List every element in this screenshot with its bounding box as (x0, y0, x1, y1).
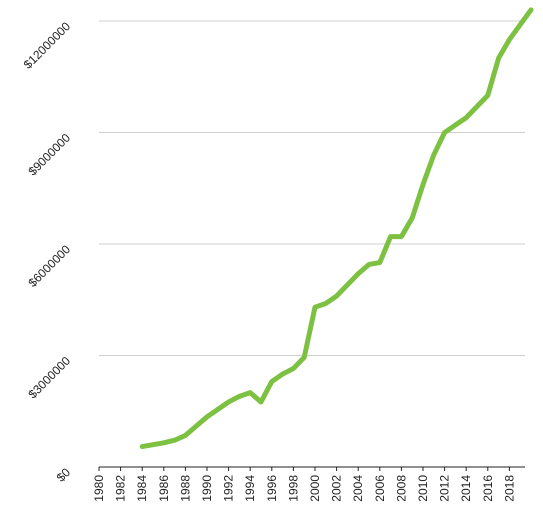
y-tick-label: $6000000 (25, 242, 73, 290)
x-tick-label: 2006 (373, 475, 387, 502)
x-tick-label: 1992 (222, 475, 236, 502)
y-tick-label: $0 (54, 465, 74, 485)
x-tick-label: 2018 (502, 475, 516, 502)
x-tick-label: 2014 (459, 475, 473, 502)
x-tick-label: 1998 (286, 475, 300, 502)
x-tick-label: 1990 (200, 475, 214, 502)
x-tick-label: 2012 (438, 475, 452, 502)
x-tick-label: 2004 (351, 475, 365, 502)
x-tick-label: 2008 (394, 475, 408, 502)
x-tick-label: 1982 (114, 475, 128, 502)
y-tick-label: $12000000 (21, 19, 74, 72)
x-tick-label: 2002 (330, 475, 344, 502)
x-tick-label: 1980 (92, 475, 106, 502)
y-tick-label: $3000000 (25, 353, 73, 401)
x-tick-label: 1994 (243, 475, 257, 502)
x-tick-label: 1988 (178, 475, 192, 502)
x-tick-label: 2010 (416, 475, 430, 502)
x-tick-label: 2000 (308, 475, 322, 502)
x-tick-label: 1984 (135, 475, 149, 502)
x-tick-label: 2016 (481, 475, 495, 502)
y-tick-label: $9000000 (25, 130, 73, 178)
x-tick-label: 1986 (157, 475, 171, 502)
x-tick-label: 1996 (265, 475, 279, 502)
data-line (139, 7, 534, 450)
